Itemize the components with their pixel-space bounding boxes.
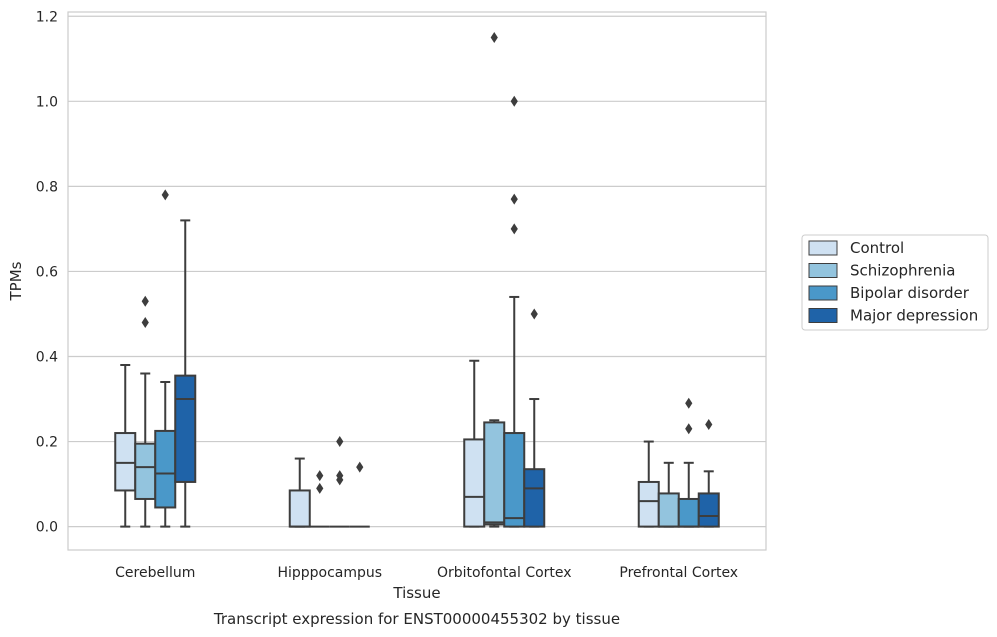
y-tick-label: 0.0 xyxy=(36,520,58,536)
y-tick-label: 0.6 xyxy=(36,264,58,280)
chart-caption: Transcript expression for ENST0000045530… xyxy=(213,610,620,628)
x-tick-labels: Cerebellum Hipppocampus Orbitofontal Corte… xyxy=(115,565,738,581)
outlier-point xyxy=(141,295,149,307)
box-major-depression-2 xyxy=(523,308,546,528)
box-iqr xyxy=(154,429,177,509)
y-axis-label: TPMs xyxy=(7,261,25,301)
box-major-depression-0 xyxy=(174,219,197,528)
box-schizophrenia-3 xyxy=(657,461,680,528)
box-schizophrenia-1 xyxy=(309,470,330,528)
x-axis-label: Tissue xyxy=(392,584,440,602)
y-tick-label: 0.8 xyxy=(36,179,58,195)
outlier-point xyxy=(316,482,324,494)
box-control-2 xyxy=(463,359,486,528)
y-tick-label: 0.2 xyxy=(36,435,58,451)
legend-swatch xyxy=(808,308,838,323)
outlier-point xyxy=(530,308,538,320)
box-iqr xyxy=(134,442,157,500)
box-series xyxy=(114,32,720,528)
box-iqr xyxy=(637,480,660,528)
outlier-point xyxy=(510,193,518,205)
legend-swatch xyxy=(808,285,838,301)
legend-swatch xyxy=(808,263,838,278)
legend-label: Major depression xyxy=(850,307,978,325)
x-tick-label: Hipppocampus xyxy=(277,565,382,581)
x-tick-label: Orbitofontal Cortex xyxy=(437,565,572,581)
box-iqr xyxy=(697,492,720,528)
box-iqr xyxy=(463,438,486,528)
box-bipolar-disorder-2 xyxy=(503,95,526,528)
legend-label: Bipolar disorder xyxy=(850,284,970,302)
y-tick-labels: 0.0 0.2 0.4 0.6 0.8 1.0 1.2 xyxy=(36,9,58,535)
box-iqr xyxy=(174,374,197,483)
box-bipolar-disorder-1 xyxy=(329,436,350,528)
outlier-point xyxy=(490,32,498,44)
box-major-depression-1 xyxy=(349,461,370,528)
box-major-depression-3 xyxy=(697,419,720,528)
x-tick-label: Cerebellum xyxy=(115,565,195,581)
box-iqr xyxy=(483,421,506,526)
outlier-point xyxy=(685,423,693,435)
legend-label: Schizophrenia xyxy=(850,262,955,280)
outlier-point xyxy=(336,470,344,482)
box-iqr xyxy=(503,432,526,528)
box-iqr xyxy=(523,468,546,528)
legend-label: Control xyxy=(850,239,904,257)
box-control-0 xyxy=(114,363,137,528)
x-tick-label: Prefrontal Cortex xyxy=(619,565,738,581)
box-bipolar-disorder-0 xyxy=(154,189,177,528)
outlier-point xyxy=(316,470,324,482)
y-tick-label: 1.0 xyxy=(36,94,58,110)
legend-swatch xyxy=(808,240,838,256)
y-tick-label: 1.2 xyxy=(36,9,58,25)
outlier-point xyxy=(510,223,518,235)
legend-frame xyxy=(801,234,989,331)
box-iqr xyxy=(657,492,680,528)
outlier-point xyxy=(685,397,693,409)
outlier-point xyxy=(141,316,149,328)
plot-frame xyxy=(67,11,767,551)
outlier-point xyxy=(510,95,518,107)
box-iqr xyxy=(114,432,137,492)
legend: Control Schizophrenia Bipolar disorder Majo… xyxy=(801,234,989,331)
box-iqr xyxy=(677,497,700,528)
box-iqr xyxy=(288,489,311,528)
outlier-point xyxy=(356,461,364,473)
outlier-point xyxy=(336,436,344,448)
outlier-point xyxy=(705,419,713,431)
outlier-point xyxy=(161,189,169,201)
box-schizophrenia-0 xyxy=(134,295,157,528)
y-tick-label: 0.4 xyxy=(36,349,58,365)
box-control-1 xyxy=(288,457,311,528)
